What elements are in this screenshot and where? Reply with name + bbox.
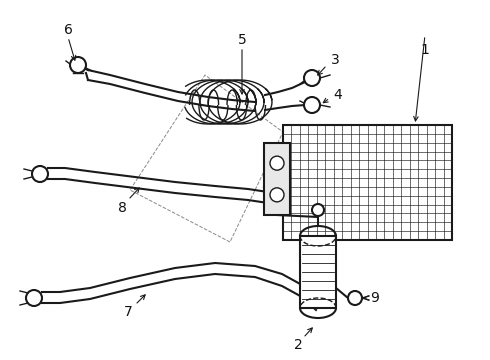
Circle shape [348, 291, 362, 305]
Circle shape [270, 156, 284, 170]
Bar [300, 236, 336, 308]
Circle shape [26, 290, 42, 306]
Text: 8: 8 [118, 201, 126, 215]
Text: 9: 9 [370, 291, 379, 305]
Circle shape [304, 97, 320, 113]
Text: 3: 3 [331, 53, 340, 67]
Circle shape [270, 188, 284, 202]
Circle shape [32, 166, 48, 182]
Text: 6: 6 [64, 23, 73, 37]
Text: 1: 1 [420, 43, 429, 57]
Circle shape [312, 204, 324, 216]
Text: 7: 7 [123, 305, 132, 319]
Bar [283, 125, 452, 240]
Circle shape [304, 70, 320, 86]
Bar [264, 143, 290, 215]
Circle shape [70, 57, 86, 73]
Text: 4: 4 [334, 88, 343, 102]
Text: 5: 5 [238, 33, 246, 47]
Text: 2: 2 [294, 338, 302, 352]
